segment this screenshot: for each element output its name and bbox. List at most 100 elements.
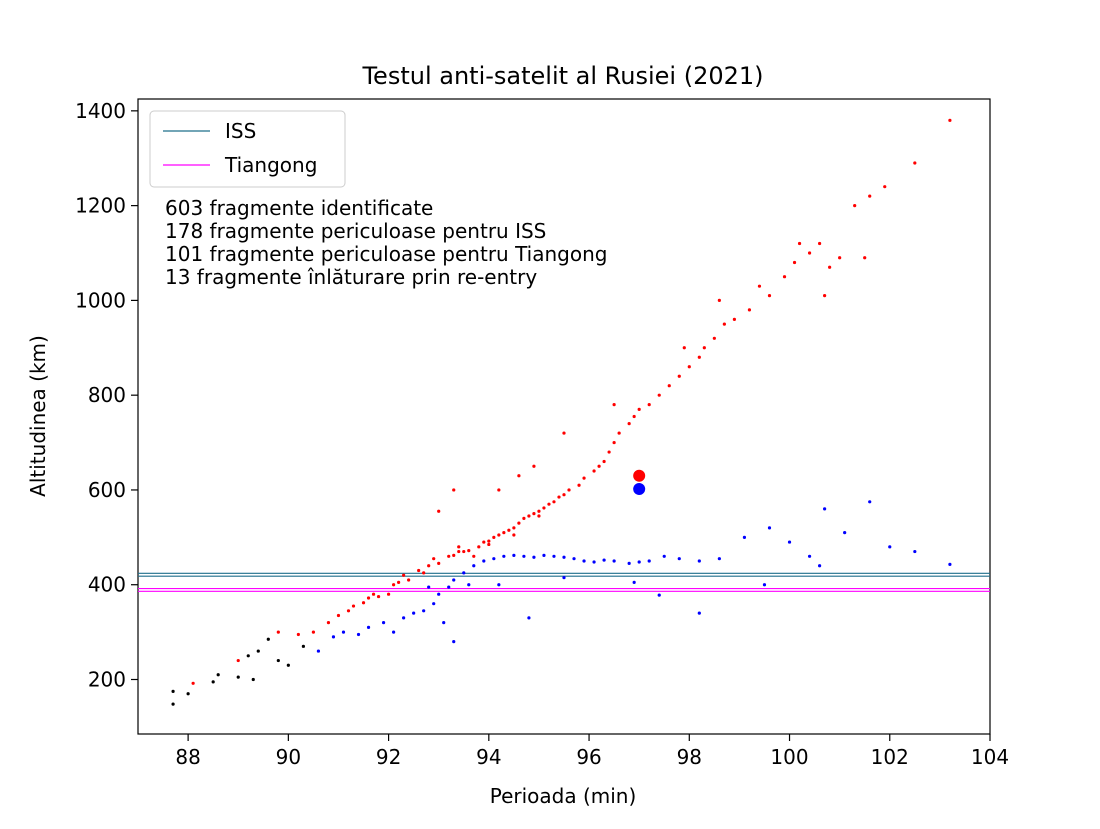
apogee-point xyxy=(823,294,827,298)
perigee-point xyxy=(467,583,471,587)
apogee-point xyxy=(562,431,566,435)
re-entry-point xyxy=(246,654,250,658)
apogee-point xyxy=(487,539,491,543)
apogee-point xyxy=(717,298,721,302)
re-entry-point xyxy=(216,673,220,677)
apogee-point xyxy=(482,540,486,544)
apogee-point xyxy=(492,535,496,539)
apogee-point xyxy=(452,553,456,557)
re-entry-point xyxy=(171,702,175,706)
apogee-point xyxy=(366,596,371,600)
apogee-point xyxy=(402,573,406,577)
apogee-point xyxy=(502,531,506,535)
apogee-point xyxy=(336,613,341,618)
y-tick-label: 1200 xyxy=(75,194,126,218)
apogee-point xyxy=(838,256,842,260)
perigee-point xyxy=(637,560,641,564)
perigee-point xyxy=(657,593,661,597)
y-axis-label: Altitudinea (km) xyxy=(26,335,50,497)
apogee-point xyxy=(326,621,331,625)
apogee-point xyxy=(236,658,240,663)
perigee-point xyxy=(888,545,892,549)
perigee-point xyxy=(412,611,416,615)
perigee-point xyxy=(356,632,361,637)
apogee-point xyxy=(687,365,691,369)
x-tick-label: 100 xyxy=(770,745,808,769)
apogee-point xyxy=(757,284,762,288)
y-tick-label: 200 xyxy=(88,668,126,692)
perigee-point xyxy=(532,555,536,559)
apogee-point xyxy=(497,488,501,492)
apogee-point xyxy=(427,564,431,568)
y-axis-ticks: 200 400 600 800 1000 1200 1400 xyxy=(75,99,138,692)
perigee-point xyxy=(843,531,847,535)
apogee-point xyxy=(592,469,596,473)
perigee-point xyxy=(341,630,346,634)
apogee-point xyxy=(276,630,280,634)
apogee-point xyxy=(712,336,716,340)
apogee-point xyxy=(361,601,366,605)
perigee-point xyxy=(402,616,406,620)
highlight-point xyxy=(633,469,646,482)
perigee-point xyxy=(482,559,486,563)
apogee-point xyxy=(883,185,887,189)
apogee-point xyxy=(657,393,661,397)
re-entry-point xyxy=(286,663,290,667)
apogee-point xyxy=(371,592,376,596)
annotation-line: 178 fragmente periculoase pentru ISS xyxy=(165,219,546,243)
legend-box xyxy=(149,110,346,188)
apogee-point xyxy=(191,681,195,685)
apogee-point xyxy=(767,294,772,298)
x-tick-label: 92 xyxy=(376,745,401,769)
legend: ISS Tiangong xyxy=(149,110,346,188)
apogee-point xyxy=(422,571,426,575)
apogee-point xyxy=(296,632,300,637)
perigee-point xyxy=(948,562,952,566)
x-tick-label: 96 xyxy=(576,745,601,769)
apogee-point xyxy=(467,549,471,553)
perigee-point xyxy=(381,621,386,625)
apogee-point xyxy=(432,557,436,561)
apogee-point xyxy=(722,322,726,326)
perigee-point xyxy=(632,580,636,584)
apogee-point xyxy=(447,554,451,558)
apogee-point xyxy=(522,516,526,520)
perigee-point xyxy=(572,557,576,561)
perigee-point xyxy=(366,625,371,629)
perigee-point xyxy=(787,540,792,544)
apogee-point xyxy=(532,512,536,516)
y-tick-label: 1000 xyxy=(75,288,126,312)
plot-frame xyxy=(137,98,991,735)
perigee-point xyxy=(512,553,516,557)
x-tick-label: 88 xyxy=(175,745,200,769)
apogee-point xyxy=(682,346,686,350)
apogee-point xyxy=(913,161,917,165)
perigee-point xyxy=(562,576,566,580)
perigee-point xyxy=(497,583,501,587)
y-tick-label: 400 xyxy=(88,573,126,597)
apogee-point xyxy=(677,374,681,378)
apogee-point xyxy=(537,509,541,513)
perigee-point xyxy=(392,630,396,634)
apogee-point xyxy=(792,260,797,265)
perigee-point xyxy=(913,549,917,554)
y-tick-label: 600 xyxy=(88,478,126,502)
perigee-point xyxy=(697,559,701,563)
perigee-point xyxy=(492,557,496,561)
legend-iss-label: ISS xyxy=(225,119,256,143)
apogee-point xyxy=(552,500,556,504)
apogee-point xyxy=(376,594,381,599)
perigee-point xyxy=(422,609,426,613)
apogee-point xyxy=(397,580,401,584)
perigee-point xyxy=(316,649,321,653)
apogee-point xyxy=(386,592,391,596)
perigee-point xyxy=(582,559,586,563)
y-tick-label: 1400 xyxy=(75,99,126,123)
re-entry-point xyxy=(171,689,175,693)
x-tick-label: 94 xyxy=(476,745,501,769)
x-tick-label: 90 xyxy=(276,745,301,769)
apogee-point xyxy=(637,407,641,411)
perigee-point xyxy=(452,578,456,582)
apogee-point xyxy=(818,241,822,246)
apogee-point xyxy=(647,403,651,407)
